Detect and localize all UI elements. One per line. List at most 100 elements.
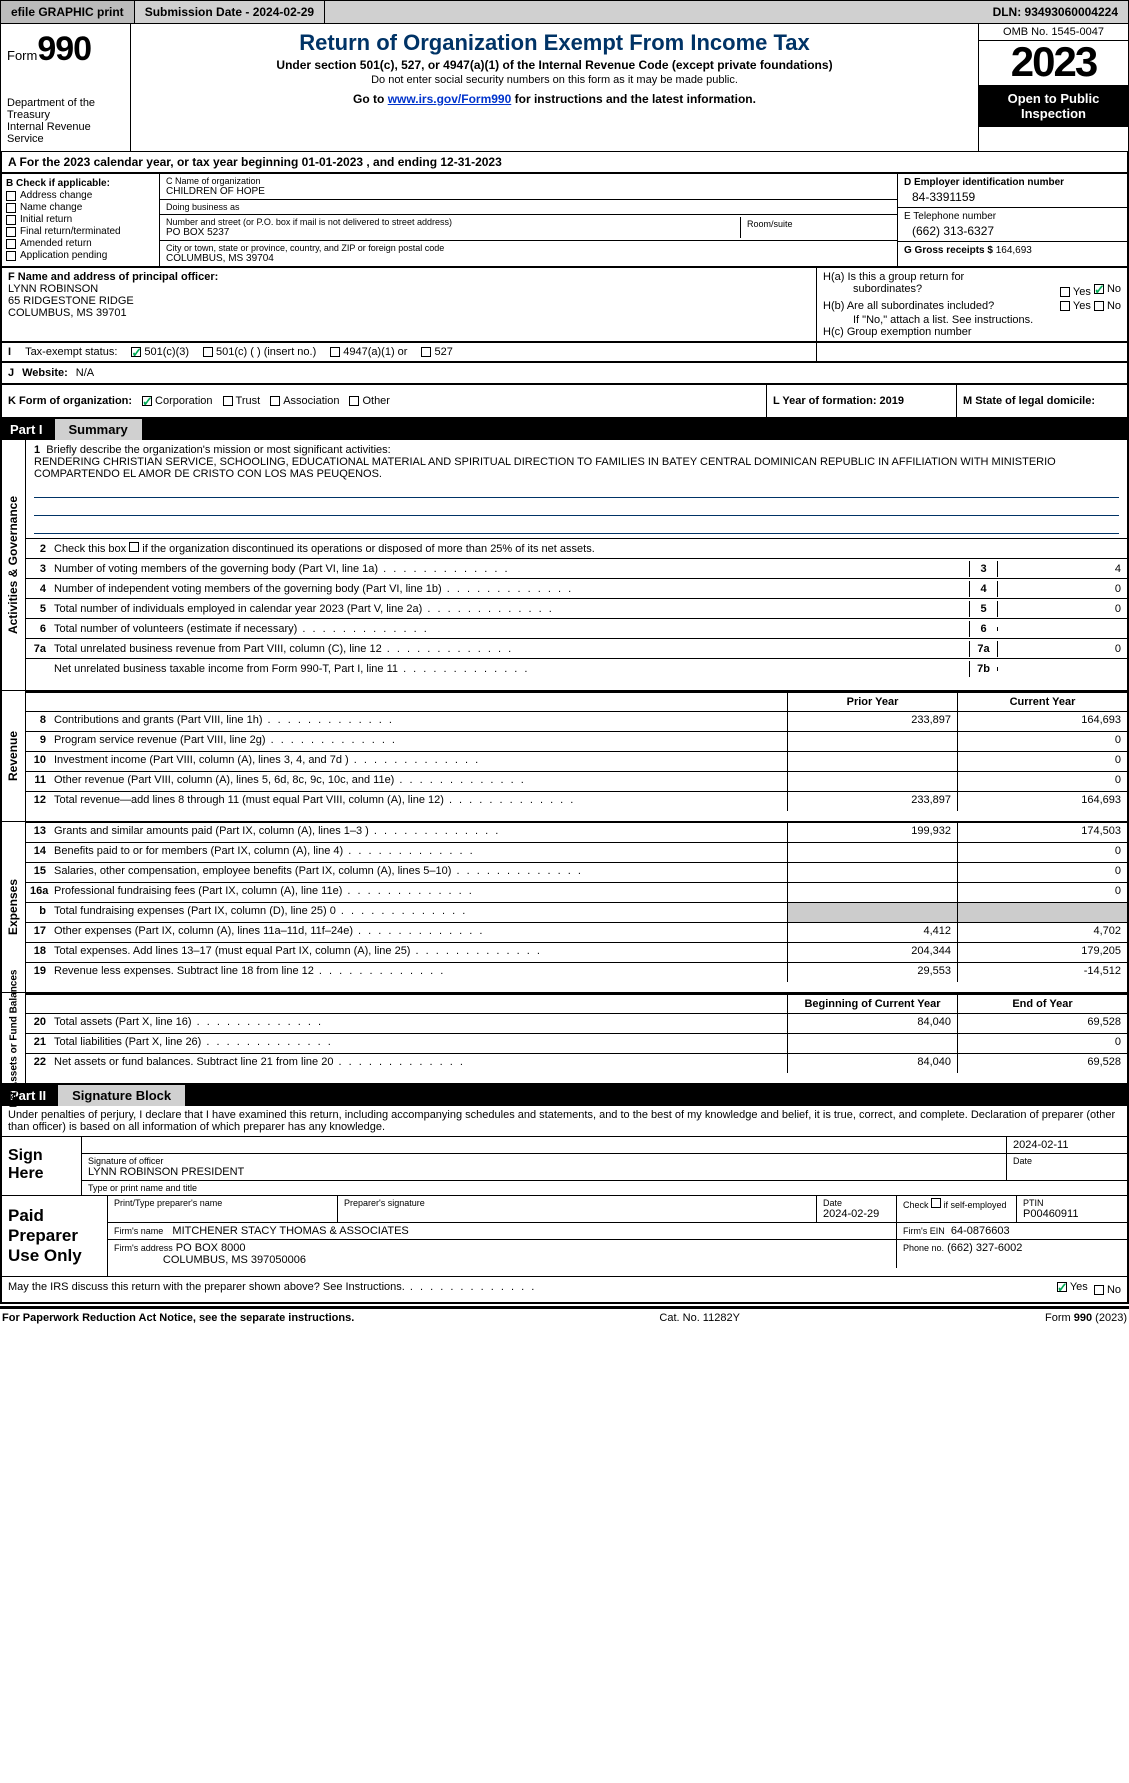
room-lbl: Room/suite [747,219,885,229]
i-block: ITax-exempt status: 501(c)(3) 501(c) ( )… [0,343,1129,363]
row-b-curr [957,903,1127,922]
d-lbl: D Employer identification number [904,177,1121,188]
website: N/A [76,367,94,379]
row-19-prior: 29,553 [787,963,957,982]
chk-other[interactable] [349,396,359,406]
row-15-prior [787,863,957,882]
e-lbl: E Telephone number [904,211,1121,222]
sign-here-lbl: Sign Here [2,1137,82,1195]
irs-link[interactable]: www.irs.gov/Form990 [388,92,512,106]
chk-amended[interactable] [6,239,16,249]
r6-val [997,627,1127,631]
l-year: L Year of formation: 2019 [767,385,957,417]
dept-treasury: Department of the Treasury [7,97,124,121]
b-label: B Check if applicable: [6,178,155,189]
city: COLUMBUS, MS 39704 [166,253,891,264]
ptin: P00460911 [1023,1208,1078,1220]
ha-yes[interactable] [1060,287,1070,297]
row-11-curr: 0 [957,772,1127,791]
row-9-prior [787,732,957,751]
row-8-curr: 164,693 [957,712,1127,731]
chk-selfemp[interactable] [931,1198,941,1208]
tax-year: 2023 [979,41,1128,85]
page-footer: For Paperwork Reduction Act Notice, see … [0,1306,1129,1327]
row-20-prior: 84,040 [787,1014,957,1033]
chk-initial[interactable] [6,215,16,225]
j-block: JWebsite: N/A [0,363,1129,385]
col-bcy: Beginning of Current Year [787,995,957,1013]
chk-527[interactable] [421,347,431,357]
chk-name[interactable] [6,203,16,213]
row-12-prior: 233,897 [787,792,957,811]
hc-lbl: H(c) Group exemption number [823,326,1121,338]
firm-ein: 64-0876603 [951,1225,1010,1237]
col-prior: Prior Year [787,693,957,711]
discuss-q: May the IRS discuss this return with the… [8,1281,536,1298]
signature-block: Under penalties of perjury, I declare th… [0,1106,1129,1304]
discuss-no[interactable] [1094,1285,1104,1295]
row-8-prior: 233,897 [787,712,957,731]
klm-block: K Form of organization: Corporation Trus… [0,385,1129,419]
irs-label: Internal Revenue Service [7,121,124,145]
row-10-prior [787,752,957,771]
row-13-curr: 174,503 [957,823,1127,842]
officer-name: LYNN ROBINSON [8,283,810,295]
hb-no[interactable] [1094,301,1104,311]
firm-name: MITCHENER STACY THOMAS & ASSOCIATES [172,1225,408,1237]
part1-header: Part ISummary [0,419,1129,440]
chk-trust[interactable] [223,396,233,406]
row-22-curr: 69,528 [957,1054,1127,1073]
chk-4947[interactable] [330,347,340,357]
chk-corp[interactable] [142,396,152,406]
chk-pending[interactable] [6,251,16,261]
row-13-prior: 199,932 [787,823,957,842]
chk-assoc[interactable] [270,396,280,406]
r5-val: 0 [997,601,1127,617]
paid-prep-lbl: Paid Preparer Use Only [2,1196,108,1276]
form-title: Return of Organization Exempt From Incom… [137,30,972,56]
discuss-yes[interactable] [1057,1282,1067,1292]
mission-text: RENDERING CHRISTIAN SERVICE, SCHOOLING, … [34,456,1056,480]
efile-button[interactable]: efile GRAPHIC print [1,1,135,23]
gross-receipts: 164,693 [996,245,1032,256]
col-eoy: End of Year [957,995,1127,1013]
street: PO BOX 5237 [166,227,740,238]
vlabel-rev: Revenue [7,731,21,781]
chk-address[interactable] [6,191,16,201]
chk-501c[interactable] [203,347,213,357]
vlabel-ag: Activities & Governance [7,496,21,634]
goto-line: Go to www.irs.gov/Form990 for instructio… [137,92,972,106]
row-17-prior: 4,412 [787,923,957,942]
row-18-curr: 179,205 [957,943,1127,962]
hb-yes[interactable] [1060,301,1070,311]
sig-date: 2024-02-11 [1007,1137,1127,1153]
row-10-curr: 0 [957,752,1127,771]
chk-501c3[interactable] [131,347,141,357]
dln: DLN: 93493060004224 [983,1,1128,23]
form-word: Form [7,48,37,63]
form-number: 990 [37,30,91,68]
c-name-lbl: C Name of organization [166,176,891,186]
row-19-curr: -14,512 [957,963,1127,982]
ssn-note: Do not enter social security numbers on … [137,74,972,86]
chk-final[interactable] [6,227,16,237]
dba-lbl: Doing business as [166,202,891,212]
period-row: A For the 2023 calendar year, or tax yea… [0,152,1129,174]
hb-lbl: H(b) Are all subordinates included? [823,300,994,314]
submission-date: Submission Date - 2024-02-29 [135,1,325,23]
chk-discontinued[interactable] [129,542,139,552]
r7a-val: 0 [997,641,1127,657]
top-bar: efile GRAPHIC print Submission Date - 20… [0,0,1129,24]
ha-no[interactable] [1094,284,1104,294]
officer-sig: LYNN ROBINSON PRESIDENT [88,1166,1000,1178]
row-16a-prior [787,883,957,902]
open-public: Open to PublicInspection [979,85,1128,127]
hb-note: If "No," attach a list. See instructions… [823,314,1121,326]
part2-header: Part IISignature Block [0,1085,1129,1106]
officer-addr2: COLUMBUS, MS 39701 [8,307,810,319]
perjury-decl: Under penalties of perjury, I declare th… [2,1106,1127,1137]
row-14-curr: 0 [957,843,1127,862]
prep-date: 2024-02-29 [823,1208,879,1220]
r4-val: 0 [997,581,1127,597]
street-lbl: Number and street (or P.O. box if mail i… [166,217,740,227]
